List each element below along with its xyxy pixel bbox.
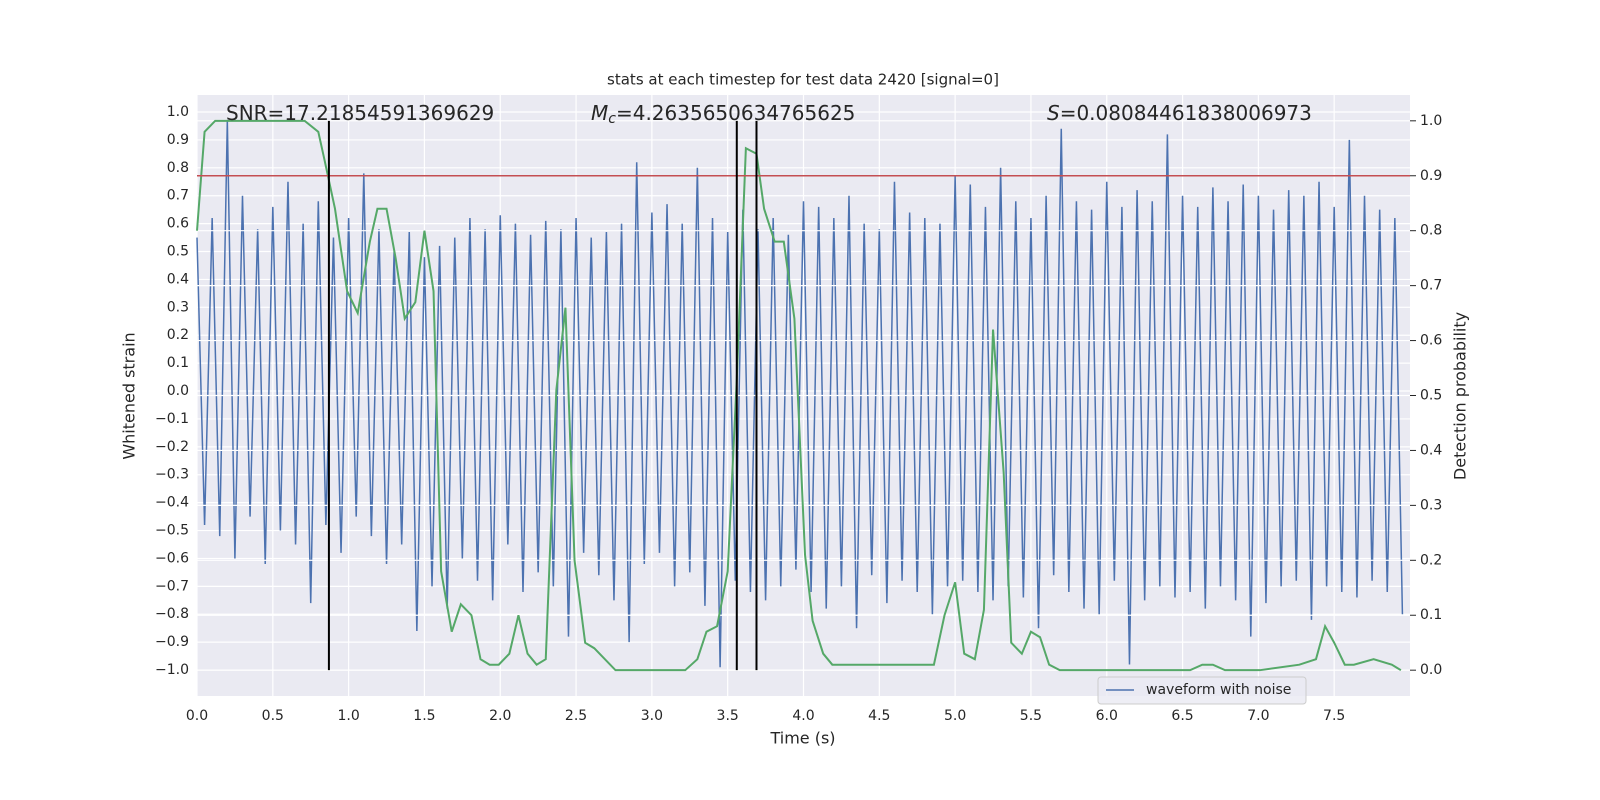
- x-tick-label: 1.0: [337, 708, 359, 724]
- x-tick-label: 0.0: [186, 708, 208, 724]
- y-tick-label: 0.5: [167, 244, 189, 260]
- y-tick-label: 0.9: [167, 132, 189, 148]
- y-tick-label: −0.3: [155, 467, 189, 483]
- y-tick-label: 0.6: [167, 216, 189, 232]
- y2-tick-label: 0.4: [1420, 442, 1442, 458]
- x-tick-label: 7.0: [1247, 708, 1269, 724]
- y2-tick-label: 0.8: [1420, 223, 1442, 239]
- annotation-symbol: S: [1047, 101, 1060, 125]
- y2-tick-label: 0.3: [1420, 497, 1442, 513]
- y-tick-label: −0.9: [155, 634, 189, 650]
- x-tick-label: 4.0: [792, 708, 814, 724]
- y2-tick-label: 0.1: [1420, 607, 1442, 623]
- marks: [196, 119, 1410, 672]
- y-tick-label: 0.4: [167, 271, 189, 287]
- x-tick-label: 5.0: [944, 708, 966, 724]
- x-tick-label: 5.5: [1020, 708, 1042, 724]
- x-tick-label: 2.0: [489, 708, 511, 724]
- y2-tick-label: 0.6: [1420, 333, 1442, 349]
- y2-tick-label: 0.0: [1420, 662, 1442, 678]
- y-tick-label: 0.8: [167, 160, 189, 176]
- y-axis-label: Whitened strain: [120, 332, 139, 459]
- y-tick-label: 0.3: [167, 299, 189, 315]
- series-line: [196, 119, 1402, 672]
- x-tick-label: 1.5: [413, 708, 435, 724]
- x-tick-label: 3.0: [641, 708, 663, 724]
- x-tick-label: 2.5: [565, 708, 587, 724]
- y2-tick-label: 0.5: [1420, 388, 1442, 404]
- y2-tick-label: 0.9: [1420, 168, 1442, 184]
- labels: stats at each timestep for test data 242…: [120, 71, 1470, 748]
- y-tick-label: 1.0: [167, 104, 189, 120]
- y-tick-label: −0.7: [155, 578, 189, 594]
- annotation-text: =4.2635650634765625: [616, 101, 855, 125]
- legend-label: waveform with noise: [1146, 682, 1291, 698]
- y-tick-label: 0.0: [167, 383, 189, 399]
- y-tick-label: 0.2: [167, 327, 189, 343]
- x-tick-label: 7.5: [1323, 708, 1345, 724]
- y2-tick-label: 0.2: [1420, 552, 1442, 568]
- y-tick-label: −0.1: [155, 411, 189, 427]
- x-tick-label: 6.5: [1171, 708, 1193, 724]
- y2-axis-label: Detection probability: [1451, 312, 1470, 480]
- annotation: Mc=4.2635650634765625: [591, 101, 855, 128]
- y-tick-label: −0.5: [155, 523, 189, 539]
- x-axis-label: Time (s): [769, 729, 835, 748]
- x-tick-label: 6.0: [1096, 708, 1118, 724]
- y-tick-label: 0.1: [167, 355, 189, 371]
- y-tick-label: −1.0: [155, 662, 189, 678]
- y2-tick-label: 0.7: [1420, 278, 1442, 294]
- x-tick-label: 0.5: [262, 708, 284, 724]
- y-tick-label: −0.4: [155, 495, 189, 511]
- chart-title: stats at each timestep for test data 242…: [607, 71, 999, 89]
- y-tick-label: −0.6: [155, 550, 189, 566]
- y-tick-label: 0.7: [167, 188, 189, 204]
- x-tick-label: 3.5: [717, 708, 739, 724]
- x-tick-label: 4.5: [868, 708, 890, 724]
- annotation-text: SNR=17.21854591369629: [226, 101, 494, 125]
- y-tick-label: −0.2: [155, 439, 189, 455]
- annotation-subscript: c: [608, 111, 616, 127]
- annotation: SNR=17.21854591369629: [226, 101, 494, 125]
- annotation: S=0.08084461838006973: [1047, 101, 1312, 125]
- y2-tick-label: 1.0: [1420, 113, 1442, 129]
- annotation-symbol: M: [591, 101, 608, 125]
- annotation-text: =0.08084461838006973: [1060, 101, 1312, 125]
- y-tick-label: −0.8: [155, 606, 189, 622]
- series-line: [196, 120, 1404, 668]
- legend-box: [1097, 676, 1307, 705]
